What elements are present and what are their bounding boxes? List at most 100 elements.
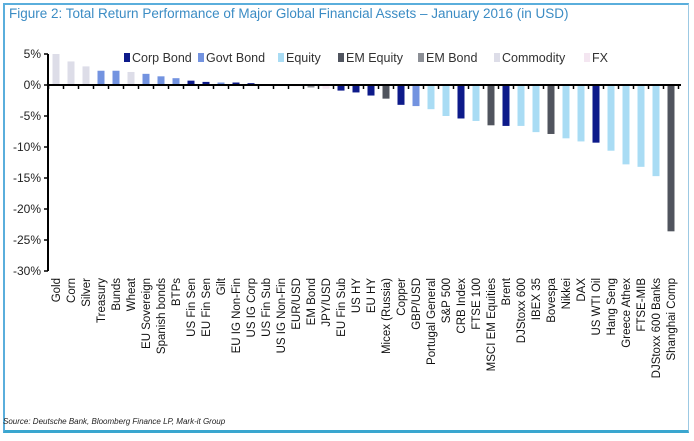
legend-label: Commodity [502, 51, 566, 65]
bar-micex-russia- [382, 85, 390, 99]
x-tick-label: Brent [501, 277, 513, 305]
x-tick-label: DAX [576, 278, 588, 302]
legend-label: EM Equity [346, 51, 404, 65]
x-tick-label: IBEX 35 [531, 278, 543, 320]
figure-frame [3, 3, 689, 433]
bar-corn [67, 61, 75, 85]
bar-eu-fin-sen [202, 81, 210, 85]
x-tick-label: Bunds [111, 278, 123, 311]
x-tick-label: US IG Corp [246, 278, 258, 337]
bar-us-fin-sen [187, 80, 195, 85]
bar-em-bond [307, 85, 315, 88]
bar-ibex-35 [532, 85, 540, 133]
x-tick-label: Treasury [96, 278, 108, 323]
x-tick-label: Greece Athex [621, 278, 633, 348]
legend-label: EM Bond [426, 51, 477, 65]
x-tick-label: GBP/USD [411, 278, 423, 330]
x-tick-label: S&P 500 [441, 278, 453, 323]
bar-jpy-usd [322, 85, 330, 89]
x-tick-label: US IG Non-Fin [276, 278, 288, 353]
x-tick-label: EUR/USD [291, 278, 303, 330]
x-tick-label: Nikkei [561, 278, 573, 309]
x-tick-label: EU IG Non-Fin [231, 278, 243, 353]
y-tick-label: -25% [13, 233, 41, 247]
bar-ftse-mib [637, 85, 645, 167]
x-tick-label: Portugal General [426, 278, 438, 365]
bar-eu-fin-sub [337, 85, 345, 91]
bar-silver [82, 66, 90, 85]
x-tick-label: Gold [51, 278, 63, 302]
x-tick-label: Micex (Russia) [381, 278, 393, 354]
y-tick-label: 0% [24, 78, 42, 92]
legend-label: FX [592, 51, 609, 65]
legend-swatch-fx [584, 53, 590, 62]
x-tick-label: US HY [351, 278, 363, 313]
x-tick-label: CRB Index [456, 278, 468, 334]
bar-hang-seng [607, 85, 615, 151]
bar-eu-ig-non-fin [232, 82, 240, 85]
legend-label: Equity [286, 51, 321, 65]
x-tick-label: Gilt [216, 277, 228, 295]
legend-swatch-em-bond [418, 53, 424, 62]
bar-gilt [217, 82, 225, 85]
y-tick-label: -5% [20, 109, 42, 123]
legend-swatch-govt-bond [198, 53, 204, 62]
x-tick-label: Wheat [126, 277, 138, 311]
bar-wheat [127, 71, 135, 85]
y-tick-label: -30% [13, 264, 41, 278]
bar-djstoxx-600-banks [652, 85, 660, 177]
bar-us-wti-oil [592, 85, 600, 143]
bar-nikkei [562, 85, 570, 139]
legend-swatch-commodity [494, 53, 500, 62]
x-tick-label: Bovespa [546, 277, 558, 322]
legend-swatch-em-equity [338, 53, 344, 62]
bar-copper [397, 85, 405, 105]
x-tick-label: Shanghai Comp [666, 278, 678, 360]
x-tick-label: DJStoxx 600 Banks [651, 278, 663, 379]
legend-swatch-corp-bond [124, 53, 130, 62]
y-tick-label: -20% [13, 202, 41, 216]
y-tick-label: -10% [13, 140, 41, 154]
bar-greece-athex [622, 85, 630, 165]
x-tick-label: EM Bond [306, 278, 318, 325]
bar-eu-hy [367, 85, 375, 96]
x-tick-label: DJStoxx 600 [516, 278, 528, 343]
bar-bovespa [547, 85, 555, 134]
bar-brent [502, 85, 510, 126]
bar-btps [172, 78, 180, 85]
bar-ftse-100 [472, 85, 480, 121]
x-tick-label: EU Sovereign [141, 278, 153, 349]
bar-djstoxx-600 [517, 85, 525, 126]
bar-gbp-usd [412, 85, 420, 107]
x-tick-label: JPY/USD [321, 278, 333, 327]
bar-s-p-500 [442, 85, 450, 116]
x-tick-label: US WTI Oil [591, 278, 603, 336]
bar-us-hy [352, 85, 360, 93]
x-tick-label: Silver [81, 278, 93, 307]
source-note: Source: Deutsche Bank, Bloomberg Finance… [3, 417, 226, 426]
x-tick-label: US Fin Sub [261, 278, 273, 337]
bar-gold [52, 54, 60, 85]
x-tick-label: Spanish bonds [156, 278, 168, 354]
x-tick-label: MSCI EM Equities [486, 278, 498, 372]
x-tick-label: EU HY [366, 278, 378, 313]
x-tick-label: Copper [396, 278, 408, 316]
y-tick-label: -15% [13, 171, 41, 185]
x-tick-label: BTPs [171, 278, 183, 306]
legend-swatch-equity [278, 53, 284, 62]
bar-shanghai-comp [667, 85, 675, 232]
x-tick-label: EU Fin Sub [336, 278, 348, 337]
legend-label: Corp Bond [132, 51, 192, 65]
bar-portugal-general [427, 85, 435, 110]
x-tick-label: Corn [66, 278, 78, 303]
x-tick-label: EU Fin Sen [201, 278, 213, 337]
x-tick-label: Hang Seng [606, 278, 618, 336]
bar-dax [577, 85, 585, 142]
bar-spanish-bonds [157, 76, 165, 85]
chart-title: Figure 2: Total Return Performance of Ma… [9, 6, 569, 21]
bar-eu-sovereign [142, 73, 150, 85]
x-tick-label: FTSE-MIB [636, 278, 648, 332]
y-tick-label: 5% [24, 47, 42, 61]
x-tick-label: US Fin Sen [186, 278, 198, 337]
